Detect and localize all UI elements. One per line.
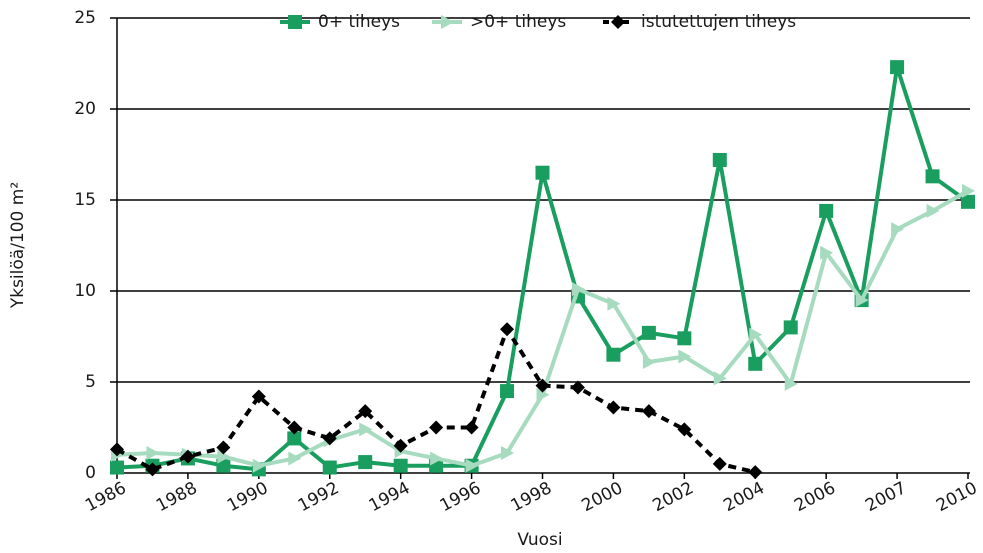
y-tick-label: 15 — [74, 190, 96, 210]
marker — [500, 322, 515, 337]
marker — [146, 445, 160, 460]
marker — [251, 389, 266, 404]
marker — [891, 222, 905, 237]
marker — [441, 15, 454, 29]
legend-label: istutettujen tiheys — [641, 12, 796, 32]
marker — [180, 449, 195, 464]
legend-item: >0+ tiheys — [432, 12, 566, 32]
marker — [606, 347, 621, 362]
marker — [748, 356, 763, 371]
marker — [393, 438, 408, 453]
marker — [536, 387, 550, 402]
marker — [216, 440, 231, 455]
marker — [252, 458, 266, 473]
marker — [712, 456, 727, 471]
marker — [926, 203, 940, 218]
marker — [641, 404, 656, 419]
marker — [713, 371, 727, 386]
marker — [359, 422, 373, 437]
x-tick-label: 1996 — [437, 478, 485, 516]
x-tick-label: 2006 — [791, 478, 839, 516]
marker — [678, 349, 692, 364]
marker — [358, 404, 373, 419]
marker — [288, 451, 302, 466]
series-line — [116, 189, 969, 468]
x-tick-label: 1990 — [224, 478, 272, 516]
marker — [784, 376, 798, 391]
marker — [429, 420, 444, 435]
marker — [642, 354, 656, 369]
legend-label: >0+ tiheys — [470, 12, 566, 32]
marker — [641, 325, 656, 340]
marker — [465, 458, 479, 473]
marker — [287, 431, 302, 446]
x-tick-label: 1986 — [82, 478, 130, 516]
marker — [322, 460, 337, 475]
x-tick-label: 1994 — [366, 478, 414, 516]
marker — [962, 183, 975, 198]
marker — [819, 203, 834, 218]
y-axis-label: Yksilöä/100 m² — [8, 182, 28, 309]
y-tick-label: 5 — [85, 372, 96, 392]
marker — [677, 331, 692, 346]
marker — [430, 451, 444, 466]
marker — [748, 465, 763, 480]
marker — [820, 245, 834, 260]
marker — [783, 320, 798, 335]
legend-item: istutettujen tiheys — [603, 12, 796, 32]
x-tick-label: 2007 — [862, 478, 910, 516]
marker — [110, 442, 124, 457]
y-tick-label: 20 — [74, 99, 96, 119]
x-axis-label: Vuosi — [517, 530, 562, 550]
x-tick-label: 2002 — [649, 478, 697, 516]
marker — [393, 458, 408, 473]
marker — [712, 152, 727, 167]
marker — [110, 460, 124, 475]
y-tick-label: 0 — [85, 463, 96, 483]
marker — [890, 60, 905, 75]
marker — [535, 165, 550, 180]
marker — [606, 400, 621, 415]
legend-item: 0+ tiheys — [280, 12, 400, 32]
marker — [145, 462, 160, 477]
marker — [571, 282, 585, 297]
x-tick-label: 2010 — [933, 478, 981, 516]
x-tick-label: 2000 — [579, 478, 627, 516]
marker — [288, 15, 302, 29]
marker — [961, 194, 975, 209]
marker — [535, 378, 550, 393]
x-tick-label: 1992 — [295, 478, 343, 516]
marker — [570, 380, 585, 395]
marker — [217, 449, 231, 464]
series-line — [116, 65, 970, 472]
y-tick-label: 25 — [74, 8, 96, 28]
y-tick-label: 10 — [74, 281, 96, 301]
marker — [749, 327, 763, 342]
marker — [500, 384, 515, 399]
legend-label: 0+ tiheys — [318, 12, 400, 32]
marker — [464, 420, 479, 435]
series-line — [116, 327, 756, 475]
x-tick-label: 1988 — [153, 478, 201, 516]
x-tick-label: 2004 — [720, 478, 768, 516]
marker — [611, 15, 625, 29]
x-tick-label: 1998 — [508, 478, 556, 516]
marker — [855, 293, 869, 308]
marker — [358, 455, 373, 470]
marker — [607, 296, 621, 311]
marker — [925, 169, 940, 184]
marker — [677, 422, 692, 437]
marker — [322, 431, 337, 446]
marker — [287, 420, 302, 435]
marker — [501, 445, 515, 460]
